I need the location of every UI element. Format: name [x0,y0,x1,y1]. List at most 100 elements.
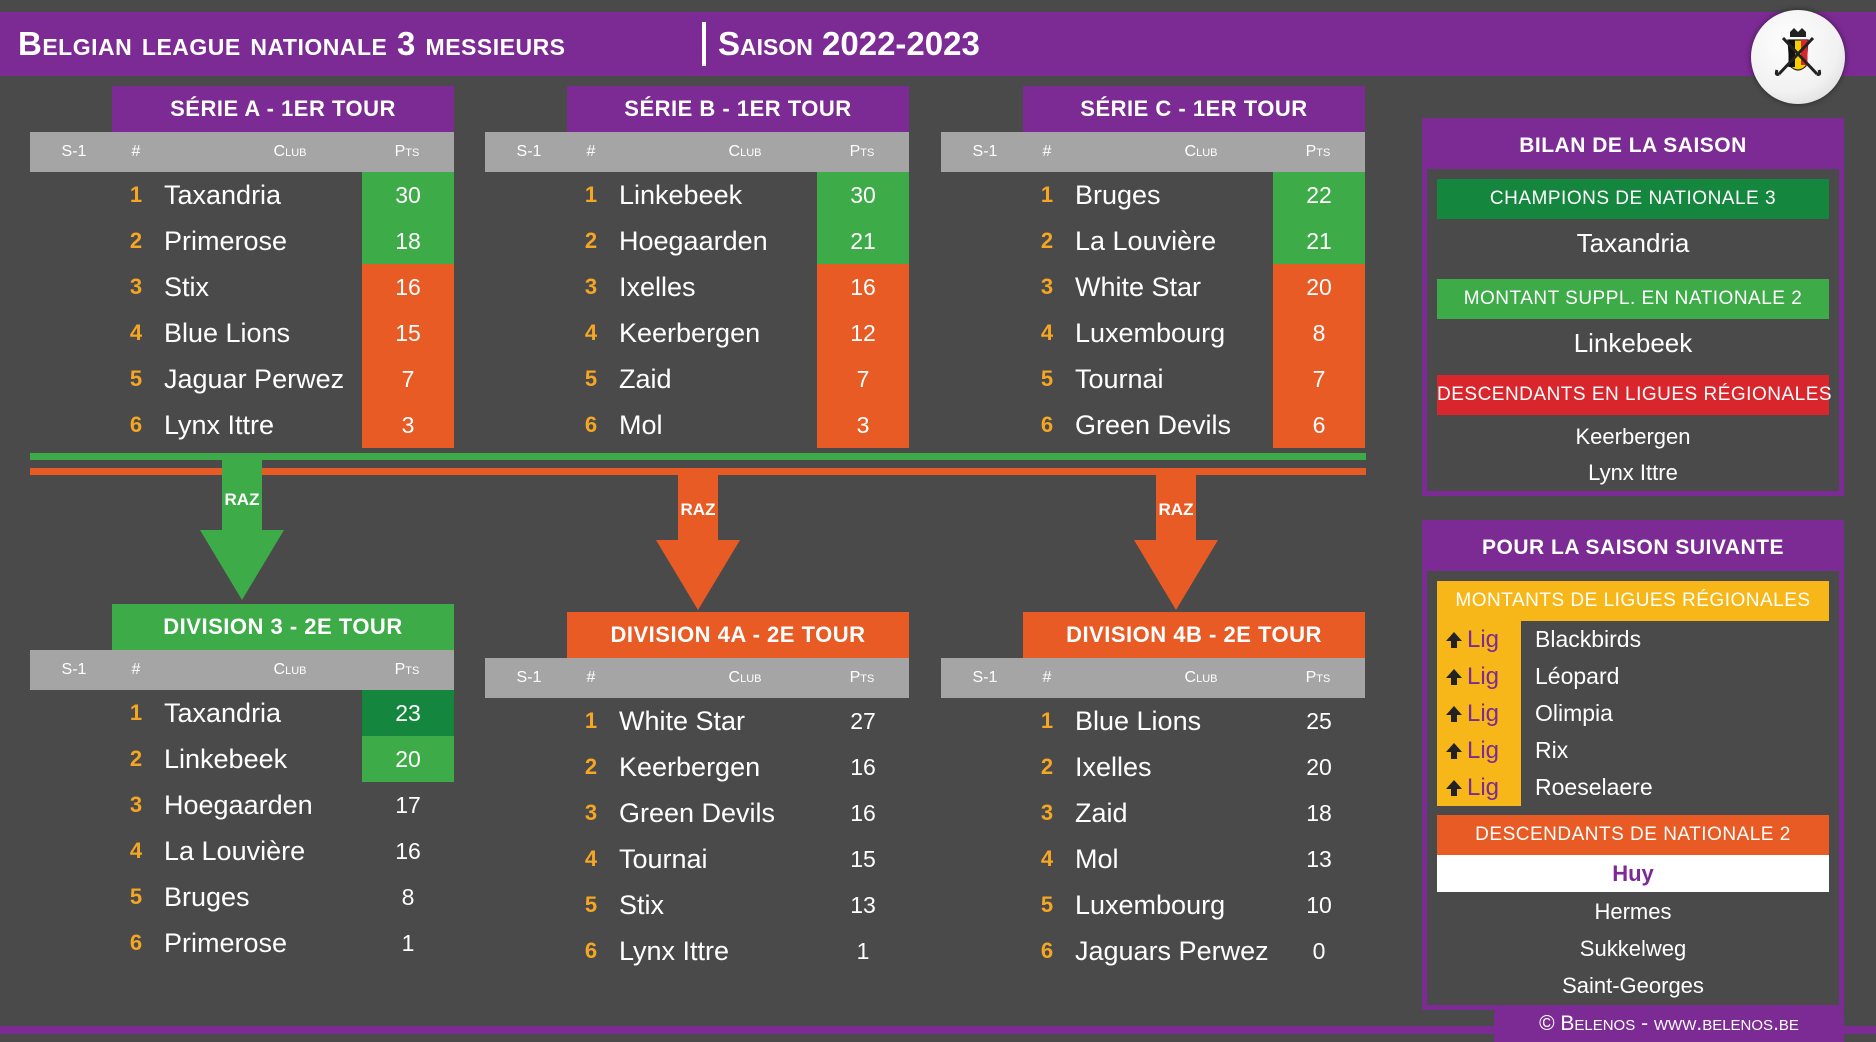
series-a-title: SÉRIE A - 1ER TOUR [112,86,454,132]
points-cell: 12 [817,310,909,356]
col-rank: # [586,669,596,686]
club-cell: Jaguars Perwez [1075,936,1269,966]
club-cell: Lynx Ittre [164,410,275,440]
table-row: 4 La Louvière 16 [30,828,454,874]
club-cell: Stix [619,890,665,920]
rank-cell: 1 [584,708,598,733]
points-cell: 22 [1273,172,1365,218]
club-cell: Taxandria [164,698,282,728]
page-title: Belgian league nationale 3 messieurs [18,25,566,62]
club-cell: Blue Lions [164,318,291,348]
table-row: 3 Ixelles 16 [485,264,909,310]
table-rows: 1 Linkebeek 30 2 Hoegaarden 21 3 Ixelles 16 4 Keer… [485,172,909,448]
points-cell: 8 [401,884,415,910]
club-cell: Hoegaarden [619,226,768,256]
credit-tab[interactable]: © Belenos - www.belenos.be [1494,1005,1844,1042]
points-cell: 16 [850,800,876,826]
n2-descendant: Hermes [1594,899,1672,924]
arrow-up-icon [1446,632,1462,648]
points-cell: 27 [850,708,876,734]
table-rows: 1 Blue Lions 25 2 Ixelles 20 3 Zaid 18 4 Mol 13 5 Lux… [941,698,1365,974]
points-cell: 6 [1273,402,1365,448]
col-club: Club [273,143,307,160]
rank-cell: 1 [129,182,143,207]
n2-descendant-highlight: Huy [1437,855,1829,892]
points-cell: 20 [362,736,454,782]
division-3-title: DIVISION 3 - 2E TOUR [112,604,454,650]
rank-cell: 4 [584,846,598,871]
rank-cell: 6 [584,412,598,437]
points-cell: 1 [401,930,415,956]
club-cell: Ixelles [1075,752,1152,782]
arrow-up-icon [1446,743,1462,759]
points-cell: 16 [362,264,454,310]
rank-cell: 2 [1040,228,1054,253]
table-row: 5 Luxembourg 10 [941,882,1365,928]
club-cell: Primerose [164,928,288,958]
montant-band: MONTANT SUPPL. EN NATIONALE 2 [1437,279,1829,319]
descendant-name: Lynx Ittre [1588,460,1678,485]
rank-cell: 6 [1040,412,1054,437]
arrow-up-icon [1446,706,1462,722]
table-row: 4 Luxembourg 8 [941,310,1365,356]
club-cell: Blue Lions [1075,706,1202,736]
table-row: 5 Bruges 8 [30,874,454,920]
arrow-up-icon [1446,669,1462,685]
table-header: S-1 # Club Pts [485,658,909,698]
points-cell: 15 [362,310,454,356]
col-pts: Pts [394,143,420,160]
rank-cell: 1 [129,700,143,725]
club-cell: Taxandria [164,180,282,210]
table-rows: 1 Taxandria 30 2 Primerose 18 3 Stix 16 4 Blue Lio… [30,172,454,448]
rank-cell: 2 [129,228,143,253]
points-cell: 30 [817,172,909,218]
points-cell: 8 [1273,310,1365,356]
rank-cell: 5 [584,892,598,917]
points-cell: 20 [1273,264,1365,310]
table-row: 2 Primerose 18 [30,218,454,264]
points-cell: 13 [850,892,876,918]
rank-cell: 2 [584,754,598,779]
col-s1: S-1 [516,669,542,686]
col-rank: # [586,143,596,160]
descendant-name: Keerbergen [1575,424,1691,449]
rank-cell: 4 [1040,846,1054,871]
lig-badge: Lig [1445,732,1529,769]
col-pts: Pts [849,669,875,686]
points-cell: 10 [1306,892,1332,918]
club-cell: Luxembourg [1075,318,1226,348]
montant-club: Rix [1535,737,1569,763]
table-row: 4 Tournai 15 [485,836,909,882]
col-s1: S-1 [972,143,998,160]
col-s1: S-1 [61,661,87,678]
rank-cell: 2 [584,228,598,253]
montant-club: Léopard [1535,663,1620,689]
col-pts: Pts [1305,669,1331,686]
n2-descendants-band: DESCENDANTS DE NATIONALE 2 [1437,815,1829,855]
points-cell: 16 [395,838,421,864]
rank-cell: 5 [129,366,143,391]
rank-cell: 5 [129,884,143,909]
lig-badge: Lig [1445,769,1529,806]
table-header: S-1 # Club Pts [30,132,454,172]
club-cell: Zaid [619,364,672,394]
points-cell: 23 [362,690,454,736]
rank-cell: 3 [584,800,598,825]
rank-cell: 6 [129,412,143,437]
table-header: S-1 # Club Pts [941,658,1365,698]
points-cell: 0 [1312,938,1326,964]
table-rows: 1 Taxandria 23 2 Linkebeek 20 3 Hoegaarden 17 4 La… [30,690,454,966]
season-title: Saison 2022-2023 [718,25,980,62]
division-4a-title: DIVISION 4A - 2E TOUR [567,612,909,658]
division-4b-title: DIVISION 4B - 2E TOUR [1023,612,1365,658]
col-rank: # [131,661,141,678]
raz-arrow-orange-icon [1134,475,1218,610]
rank-cell: 5 [584,366,598,391]
rank-cell: 3 [1040,800,1054,825]
raz-label-b: RAZ [680,500,716,519]
rank-cell: 3 [129,792,143,817]
lig-badge: Lig [1445,621,1529,658]
table-row: 2 Linkebeek 20 [30,736,454,782]
rank-cell: 3 [1040,274,1054,299]
